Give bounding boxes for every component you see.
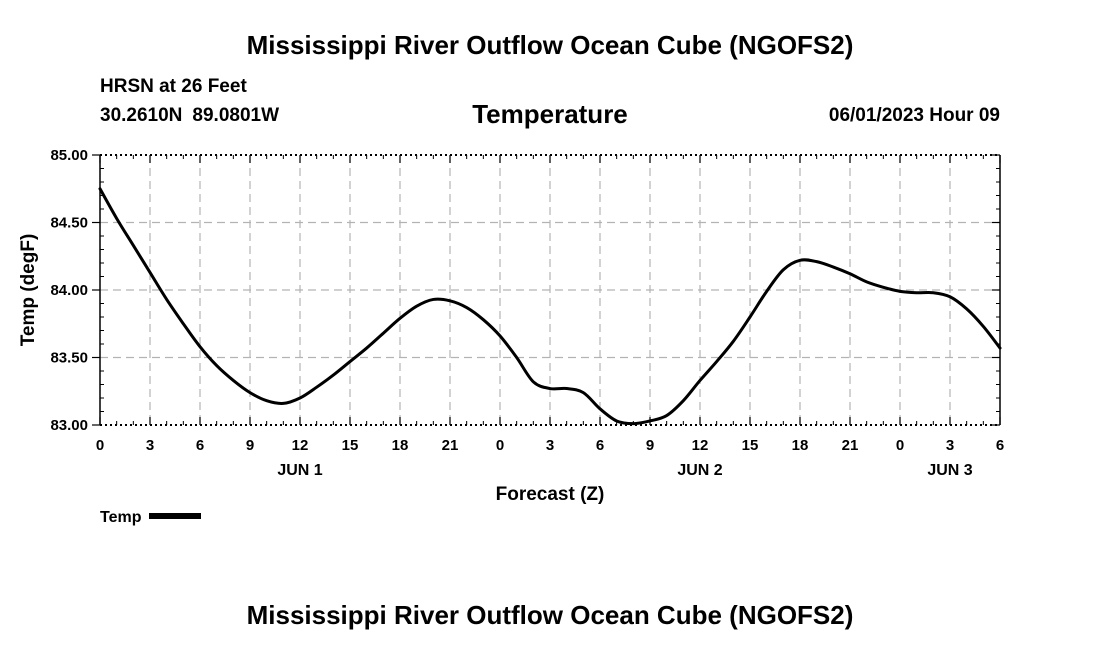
x-tick-label: 6	[596, 437, 604, 454]
x-tick-label: 0	[896, 437, 904, 454]
station-coordinates: 30.2610N 89.0801W	[100, 105, 279, 127]
x-tick-label: 6	[996, 437, 1004, 454]
x-tick-label: 3	[946, 437, 954, 454]
x-tick-label: 15	[342, 437, 359, 454]
chart-title: Mississippi River Outflow Ocean Cube (NG…	[246, 30, 854, 60]
date-label: JUN 2	[677, 462, 722, 479]
latitude: 30.2610N	[100, 105, 183, 126]
x-tick-label: 12	[692, 437, 709, 454]
x-tick-label: 3	[146, 437, 154, 454]
x-tick-label: 18	[392, 437, 409, 454]
series-layer	[98, 187, 1002, 426]
x-tick-label: 0	[496, 437, 504, 454]
temp-series-line	[98, 187, 1002, 426]
legend-swatch	[149, 512, 202, 519]
footer-title: Mississippi River Outflow Ocean Cube (NG…	[246, 600, 854, 630]
y-tick-label: 83.50	[50, 350, 88, 367]
x-tick-label: 9	[246, 437, 254, 454]
y-axis-label: Temp (degF)	[18, 234, 39, 347]
x-tick-label: 21	[442, 437, 459, 454]
legend: Temp	[100, 509, 202, 527]
y-tick-label: 83.00	[50, 417, 88, 434]
longitude: 89.0801W	[192, 105, 280, 126]
y-tick-label: 84.50	[50, 215, 88, 232]
y-tick-label: 84.00	[50, 282, 88, 299]
legend-label: Temp	[100, 509, 142, 526]
x-tick-label: 18	[792, 437, 809, 454]
x-tick-label: 3	[546, 437, 554, 454]
x-tick-label: 9	[646, 437, 654, 454]
chart-subtitle: Temperature	[472, 99, 628, 129]
station-label: HRSN at 26 Feet	[100, 76, 247, 97]
x-tick-label: 21	[842, 437, 859, 454]
date-label: JUN 3	[927, 462, 972, 479]
forecast-datetime: 06/01/2023 Hour 09	[828, 105, 1000, 126]
x-tick-label: 12	[292, 437, 309, 454]
x-tick-label: 6	[196, 437, 204, 454]
axes: 0 3 6 9 12 15 18 21 0 3 6 9 12 15 18 21 0 3 6 83.00 83.50 84.…	[50, 147, 1004, 479]
x-axis-label: Forecast (Z)	[496, 484, 605, 505]
date-label: JUN 1	[277, 462, 322, 479]
grid	[100, 155, 1000, 425]
x-tick-label: 0	[96, 437, 104, 454]
x-tick-label: 15	[742, 437, 759, 454]
y-tick-label: 85.00	[50, 147, 88, 164]
